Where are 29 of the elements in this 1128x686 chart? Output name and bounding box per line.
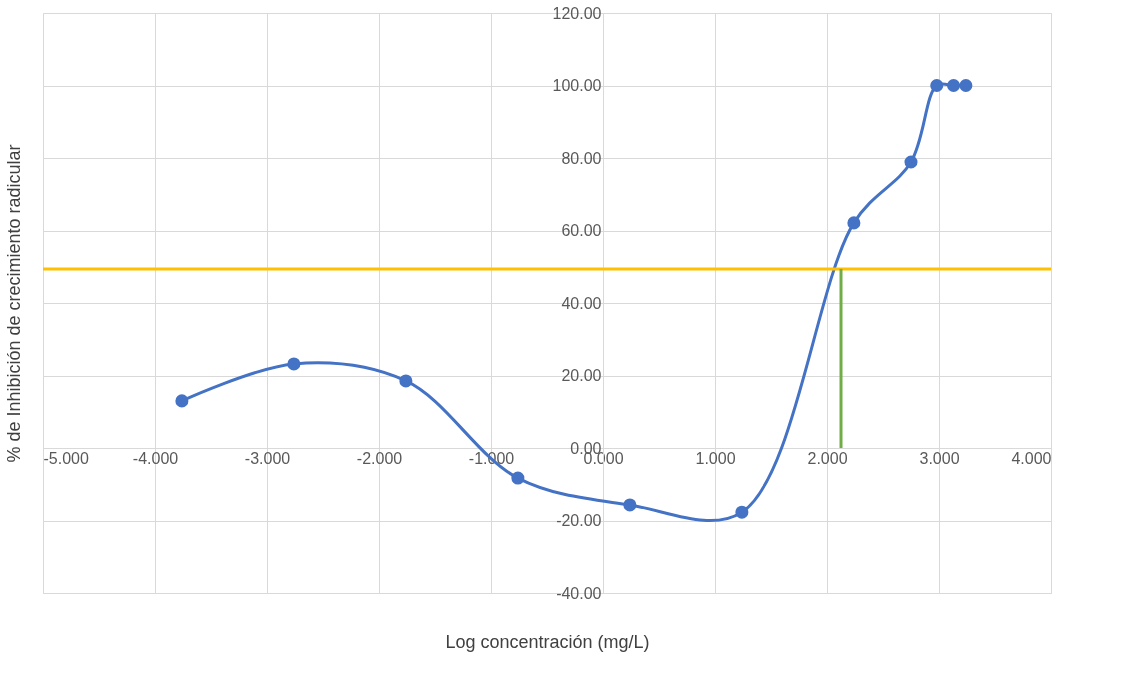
- x-axis-title: Log concentración (mg/L): [445, 631, 650, 652]
- y-tick-label: 120.00: [552, 4, 602, 22]
- point: [847, 216, 861, 230]
- y-tick-label: 60.00: [561, 222, 602, 239]
- point: [623, 498, 637, 512]
- point: [399, 374, 413, 388]
- x-tick-label: -3.000: [244, 449, 291, 467]
- point: [959, 78, 973, 93]
- y-axis-title: % de Inhibición de crecimiento radicular: [3, 144, 24, 463]
- x-tick-label: 2.000: [807, 449, 848, 467]
- point: [904, 155, 918, 169]
- y-tick-label: 20.00: [561, 367, 602, 384]
- x-tick-label: -4.000: [132, 449, 179, 467]
- x-tick-label: -2.000: [356, 449, 403, 467]
- point: [930, 78, 944, 93]
- y-tick-label: 80.00: [561, 149, 602, 167]
- point: [287, 357, 301, 371]
- x-tick-label: -5.000: [43, 449, 89, 467]
- point: [175, 394, 189, 408]
- x-tick-label: 1.000: [695, 449, 736, 467]
- point: [511, 471, 525, 485]
- x-tick-label: 4.000: [1011, 449, 1052, 467]
- y-tick-label: -40.00: [556, 584, 602, 602]
- point: [947, 78, 961, 93]
- point: [735, 505, 749, 519]
- y-tick-label: -20.00: [556, 512, 602, 529]
- y-tick-label: 100.00: [552, 77, 602, 94]
- x-tick-label: 3.000: [919, 449, 960, 467]
- y-tick-label: 40.00: [561, 294, 602, 312]
